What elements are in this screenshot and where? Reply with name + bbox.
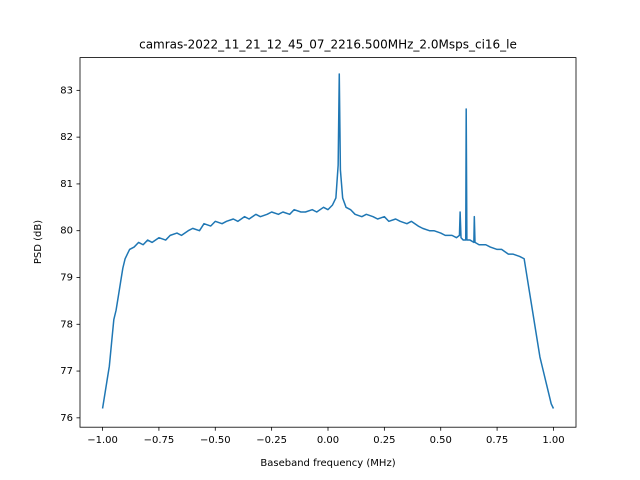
x-tick-label: 0.00: [317, 435, 339, 446]
x-tick-label: 0.25: [373, 435, 395, 446]
x-tick-label: −1.00: [87, 435, 118, 446]
x-axis-label: Baseband frequency (MHz): [260, 458, 395, 469]
x-tick-label: 0.75: [486, 435, 508, 446]
y-tick-label: 80: [60, 226, 73, 237]
y-axis-label: PSD (dB): [33, 220, 44, 264]
x-tick-label: 1.00: [542, 435, 564, 446]
x-tick-label: −0.50: [200, 435, 231, 446]
y-tick-label: 83: [60, 85, 73, 96]
y-tick-label: 78: [60, 319, 73, 330]
y-tick-label: 82: [60, 132, 73, 143]
x-tick-label: −0.75: [144, 435, 175, 446]
data-line: [101, 73, 555, 409]
y-tick-label: 76: [60, 413, 73, 424]
x-tick-label: −0.25: [256, 435, 287, 446]
y-tick-label: 77: [60, 366, 73, 377]
axes-frame: [79, 57, 577, 428]
x-tick-label: 0.50: [430, 435, 452, 446]
y-tick-label: 81: [60, 179, 73, 190]
chart-title: camras-2022_11_21_12_45_07_2216.500MHz_2…: [139, 38, 517, 52]
y-tick-label: 79: [60, 272, 73, 283]
